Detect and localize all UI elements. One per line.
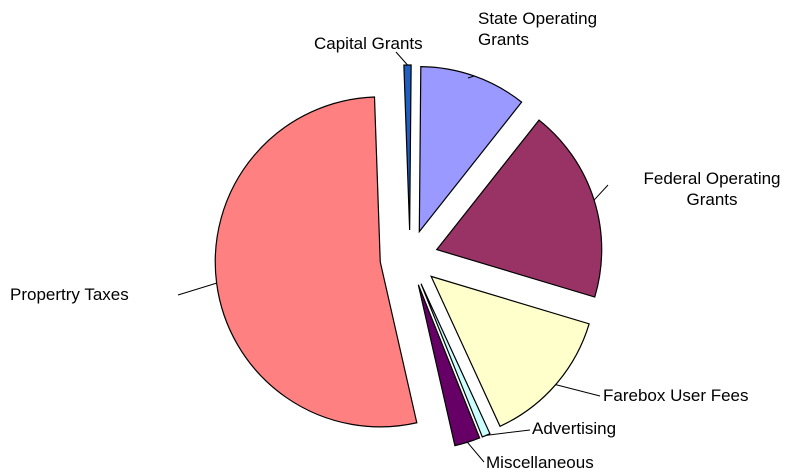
slice-label: Advertising — [532, 419, 617, 438]
leader-line — [486, 429, 531, 436]
slice-label: Propertry Taxes — [10, 285, 129, 304]
pie-slice — [435, 119, 603, 298]
leader-line — [395, 51, 408, 66]
slice-label: State Operating Grants — [478, 9, 598, 49]
leader-line — [467, 441, 485, 463]
leader-line — [177, 282, 217, 296]
pie-slice — [417, 284, 481, 447]
leader-line — [467, 75, 475, 79]
slice-label: Capital Grants — [314, 34, 423, 53]
slice-label: Federal Operating Grants — [643, 169, 781, 209]
pie-slice — [214, 96, 418, 428]
slice-label: Miscellaneous — [486, 453, 594, 472]
leader-line — [593, 184, 609, 201]
pie-slice — [420, 283, 491, 438]
pie-slice — [403, 64, 412, 231]
slice-label: Farebox User Fees — [603, 386, 749, 405]
leader-line — [555, 384, 601, 397]
